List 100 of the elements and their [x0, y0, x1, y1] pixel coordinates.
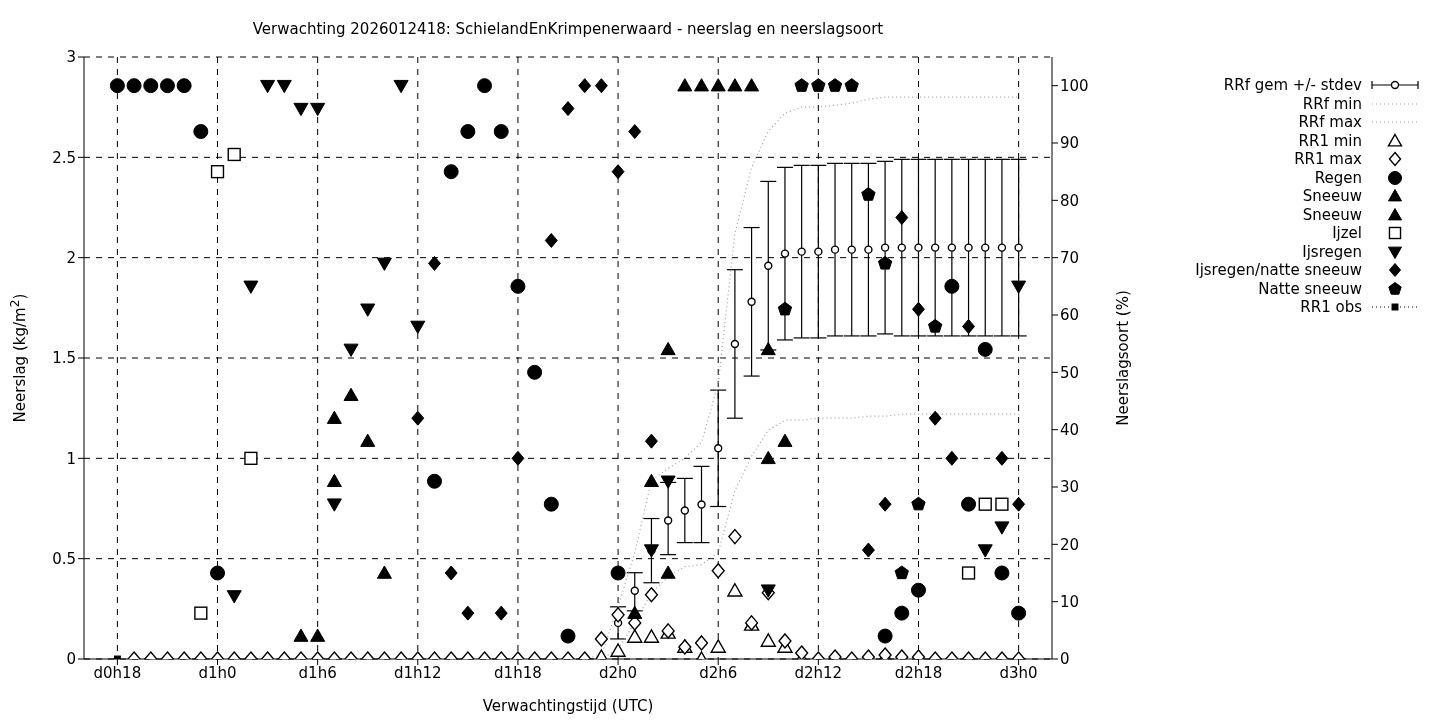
point	[1011, 280, 1027, 294]
legend-label: RRf min	[1302, 94, 1362, 113]
point	[645, 433, 658, 449]
point	[1011, 605, 1027, 621]
point	[777, 433, 793, 447]
x-tick-label: d0h18	[93, 663, 142, 682]
y2-axis-title: Neerslagsoort (%)	[1114, 290, 1132, 426]
point	[561, 101, 575, 117]
point	[977, 544, 993, 558]
x-tick-label: d1h18	[494, 663, 542, 682]
point	[861, 542, 875, 558]
x-tick-label: d2h12	[794, 663, 843, 682]
point	[159, 78, 175, 94]
y2-tick-label: 100	[1060, 76, 1089, 95]
point	[393, 79, 409, 94]
point	[1012, 496, 1026, 512]
point	[560, 628, 576, 644]
point	[578, 78, 592, 94]
point	[797, 247, 806, 256]
point	[511, 450, 525, 466]
point	[260, 79, 276, 94]
point	[1014, 243, 1023, 252]
point	[210, 165, 225, 179]
point	[894, 565, 909, 580]
point	[880, 243, 890, 252]
legend-label: RR1 max	[1294, 150, 1362, 169]
y-tick-label: 3	[66, 48, 76, 67]
legend-label: RR1 obs	[1300, 298, 1362, 317]
point	[895, 210, 909, 226]
point	[643, 544, 659, 558]
point	[730, 339, 740, 349]
point	[844, 78, 859, 92]
point	[780, 249, 790, 258]
point	[493, 124, 509, 140]
x-tick-label: d2h18	[894, 663, 943, 682]
point	[677, 78, 693, 92]
y-tick-label: 1	[66, 449, 76, 468]
point	[964, 243, 973, 252]
point	[594, 78, 608, 94]
y-tick-label: 0	[66, 650, 76, 669]
point	[794, 78, 809, 92]
point	[460, 124, 476, 140]
point	[744, 78, 760, 92]
point	[293, 628, 309, 642]
legend-label: Regen	[1314, 168, 1362, 187]
point	[827, 78, 843, 92]
point	[995, 450, 1009, 466]
legend-label: RRf max	[1298, 113, 1362, 132]
point	[747, 297, 756, 307]
x-tick-label: d2h0	[599, 663, 638, 682]
point	[226, 590, 242, 604]
y2-tick-label: 40	[1060, 420, 1080, 439]
legend-label: Sneeuw	[1302, 205, 1362, 224]
y2-tick-label: 10	[1060, 592, 1080, 611]
point	[764, 261, 773, 270]
point	[293, 102, 309, 117]
point	[877, 628, 893, 644]
point	[660, 341, 676, 356]
point	[376, 565, 392, 579]
point	[910, 582, 926, 598]
point	[210, 565, 226, 581]
point	[897, 243, 906, 252]
y2-tick-label: 90	[1060, 134, 1080, 153]
y-tick-label: 1.5	[52, 349, 76, 368]
point	[878, 496, 892, 512]
point	[343, 387, 359, 402]
point	[977, 341, 993, 357]
point	[710, 78, 726, 92]
x-tick-label: d2h6	[699, 663, 738, 682]
point	[727, 78, 743, 92]
y2-tick-label: 70	[1060, 248, 1080, 267]
point	[777, 301, 793, 316]
point	[978, 497, 992, 511]
point	[276, 79, 292, 94]
point	[928, 410, 942, 426]
legend-label: Sneeuw	[1302, 187, 1362, 206]
point	[443, 164, 459, 180]
point	[310, 102, 326, 117]
point	[894, 605, 910, 621]
x-tick-label: d1h6	[298, 663, 337, 682]
y2-tick-label: 50	[1060, 363, 1080, 382]
legend-label: Ijzel	[1332, 224, 1362, 243]
y2-tick-label: 20	[1060, 535, 1080, 554]
point	[911, 496, 926, 511]
y2-tick-label: 30	[1060, 478, 1080, 497]
point	[995, 497, 1009, 511]
point	[494, 605, 508, 621]
point	[930, 243, 940, 252]
y2-tick-label: 60	[1060, 306, 1080, 325]
point	[912, 301, 925, 317]
point	[947, 243, 957, 252]
point	[944, 278, 960, 294]
point	[760, 450, 776, 465]
point	[343, 343, 359, 357]
point	[830, 245, 840, 254]
point	[360, 303, 376, 317]
point	[527, 364, 543, 380]
point	[477, 78, 493, 94]
point	[426, 473, 442, 489]
legend-label: Ijsregen/natte sneeuw	[1195, 261, 1362, 280]
